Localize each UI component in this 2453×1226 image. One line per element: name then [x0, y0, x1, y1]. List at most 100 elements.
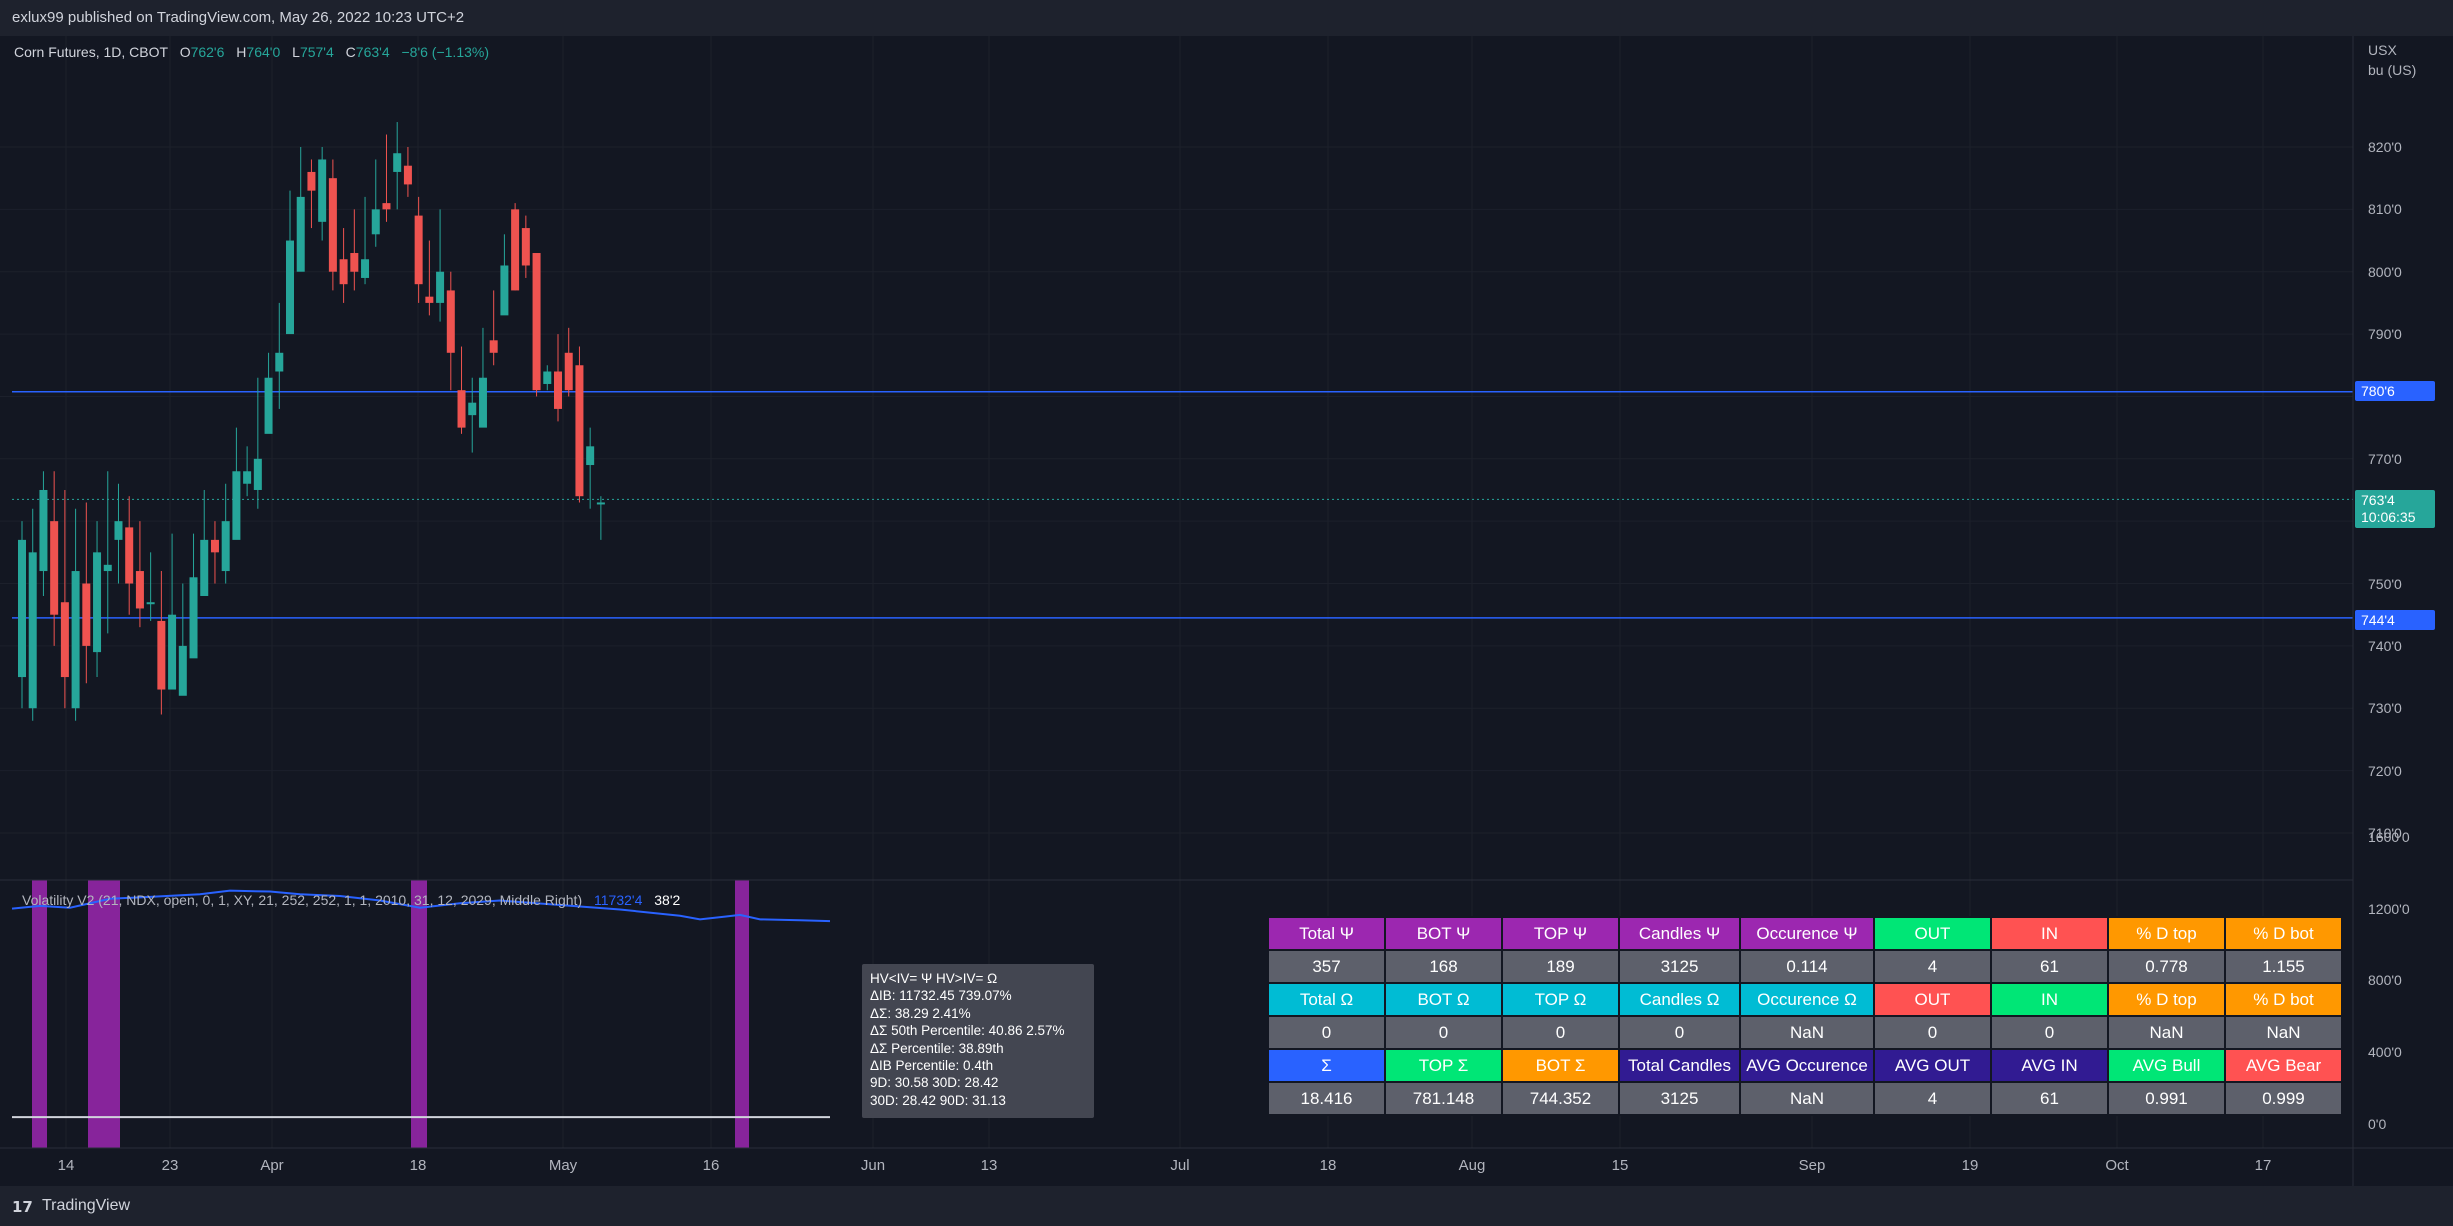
stats-cell: AVG Bear — [2224, 1048, 2343, 1083]
time-tick: Apr — [260, 1157, 284, 1174]
candle-body — [564, 352, 573, 391]
stats-row: Total Ψ BOT Ψ TOP Ψ Candles Ψ Occurence Ψ OUT… — [1267, 916, 2343, 951]
stats-cell: AVG OUT — [1873, 1048, 1992, 1083]
indicator-tick: 400'0 — [2368, 1044, 2402, 1061]
candle-body — [446, 290, 455, 353]
stats-cell: 168 — [1384, 949, 1503, 984]
stats-cell: 0.778 — [2107, 949, 2226, 984]
price-tick: 800'0 — [2368, 263, 2402, 280]
candle-body — [50, 521, 59, 615]
stats-cell: Total Ψ — [1267, 916, 1386, 951]
stats-row: 357 168 189 3125 0.114 4 61 0.778 1.155 — [1267, 949, 2343, 984]
candle-body — [393, 153, 402, 172]
stats-cell: % D bot — [2224, 982, 2343, 1017]
candle-body — [18, 539, 26, 678]
time-tick: 16 — [702, 1157, 720, 1174]
candle-body — [361, 259, 370, 278]
candle-body — [210, 539, 219, 553]
signal-band — [411, 880, 427, 1148]
close-key: C — [345, 44, 356, 60]
chart-grid — [0, 36, 2353, 1148]
indicator-value-1: 11732'4 — [594, 892, 643, 908]
hv-series-line — [11, 889, 831, 923]
indicator-legend[interactable]: Volatility V2 (21, NDX, open, 0, 1, XY, … — [22, 892, 680, 908]
time-tick: Aug — [1458, 1157, 1486, 1174]
stats-table: Total Ψ BOT Ψ TOP Ψ Candles Ψ Occurence Ψ OUT… — [1267, 916, 2343, 1116]
candle-body — [178, 645, 187, 696]
chart-canvas[interactable] — [0, 0, 2453, 1186]
candle-body — [318, 159, 327, 222]
low-key: L — [292, 44, 300, 60]
time-tick: Jul — [1170, 1157, 1190, 1174]
lower-line-badge: 744'4 — [2355, 610, 2435, 630]
stats-cell: Candles Ω — [1618, 982, 1741, 1017]
current-price-value: 763'4 — [2361, 492, 2395, 508]
time-tick: Sep — [1798, 1157, 1826, 1174]
candle-body — [243, 471, 252, 484]
candle-body — [28, 552, 37, 709]
time-tick: 17 — [2254, 1157, 2272, 1174]
stats-cell: 61 — [1990, 1081, 2109, 1116]
candle-body — [125, 527, 134, 584]
stats-cell: AVG Bull — [2107, 1048, 2226, 1083]
stats-row: 18.416 781.148 744.352 3125 NaN 4 61 0.991 0.999 — [1267, 1081, 2343, 1116]
indicator-tick: 800'0 — [2368, 972, 2402, 989]
candles — [18, 122, 605, 721]
candle-body — [468, 402, 477, 416]
price-tick: 770'0 — [2368, 450, 2402, 467]
stats-cell: NaN — [1739, 1081, 1875, 1116]
stats-cell: NaN — [2107, 1015, 2226, 1050]
high-key: H — [236, 44, 247, 60]
candle-body — [135, 571, 144, 609]
stats-cell: 0 — [1618, 1015, 1741, 1050]
candle-body — [60, 602, 69, 678]
price-tick: 790'0 — [2368, 326, 2402, 343]
candle-body — [221, 521, 230, 572]
candle-body — [93, 552, 102, 653]
candle-body — [328, 178, 337, 272]
stats-cell: 3125 — [1618, 949, 1741, 984]
price-tick: 740'0 — [2368, 637, 2402, 654]
signal-band — [88, 880, 120, 1148]
stats-cell: 0 — [1990, 1015, 2109, 1050]
stats-cell: % D bot — [2224, 916, 2343, 951]
change-value: −8'6 (−1.13%) — [401, 44, 490, 60]
stats-cell: Candles Ψ — [1618, 916, 1741, 951]
time-tick: 19 — [1961, 1157, 1979, 1174]
stats-cell: 0.991 — [2107, 1081, 2226, 1116]
stats-cell: 0 — [1267, 1015, 1386, 1050]
stats-cell: AVG IN — [1990, 1048, 2109, 1083]
stats-cell: 0.999 — [2224, 1081, 2343, 1116]
stats-cell: NaN — [2224, 1015, 2343, 1050]
stats-cell: IN — [1990, 982, 2109, 1017]
candle-body — [457, 390, 466, 428]
signal-band — [32, 880, 47, 1148]
axis-currency: USX — [2368, 42, 2397, 58]
candle-body — [596, 502, 605, 505]
stats-cell: NaN — [1739, 1015, 1875, 1050]
stats-cell: IN — [1990, 916, 2109, 951]
candle-body — [157, 620, 166, 690]
stats-row: Total Ω BOT Ω TOP Ω Candles Ω Occurence Ω OUT… — [1267, 982, 2343, 1017]
tradingview-logo-icon: 𝟭𝟳 — [12, 1199, 33, 1216]
stats-cell: 4 — [1873, 1081, 1992, 1116]
time-tick: 13 — [980, 1157, 998, 1174]
stats-cell: 0.114 — [1739, 949, 1875, 984]
candle-body — [103, 564, 112, 572]
footer-bar: 𝟭𝟳 TradingView — [0, 1186, 2453, 1226]
upper-line-badge: 780'6 — [2355, 381, 2435, 401]
stats-cell: 0 — [1384, 1015, 1503, 1050]
open-key: O — [179, 44, 191, 60]
time-tick: May — [548, 1157, 578, 1174]
stats-cell: 3125 — [1618, 1081, 1741, 1116]
candle-body — [39, 489, 48, 572]
current-price-badge: 763'4 10:06:35 — [2355, 490, 2435, 528]
stats-cell: AVG Occurence — [1739, 1048, 1875, 1083]
candle-body — [554, 371, 562, 409]
open-value: 762'6 — [190, 44, 225, 60]
symbol-title: Corn Futures, 1D, CBOT — [14, 44, 168, 60]
stats-cell: OUT — [1873, 916, 1992, 951]
stats-cell: 1.155 — [2224, 949, 2343, 984]
symbol-legend[interactable]: Corn Futures, 1D, CBOT O762'6 H764'0 L75… — [14, 44, 489, 60]
stats-cell: BOT Σ — [1501, 1048, 1620, 1083]
